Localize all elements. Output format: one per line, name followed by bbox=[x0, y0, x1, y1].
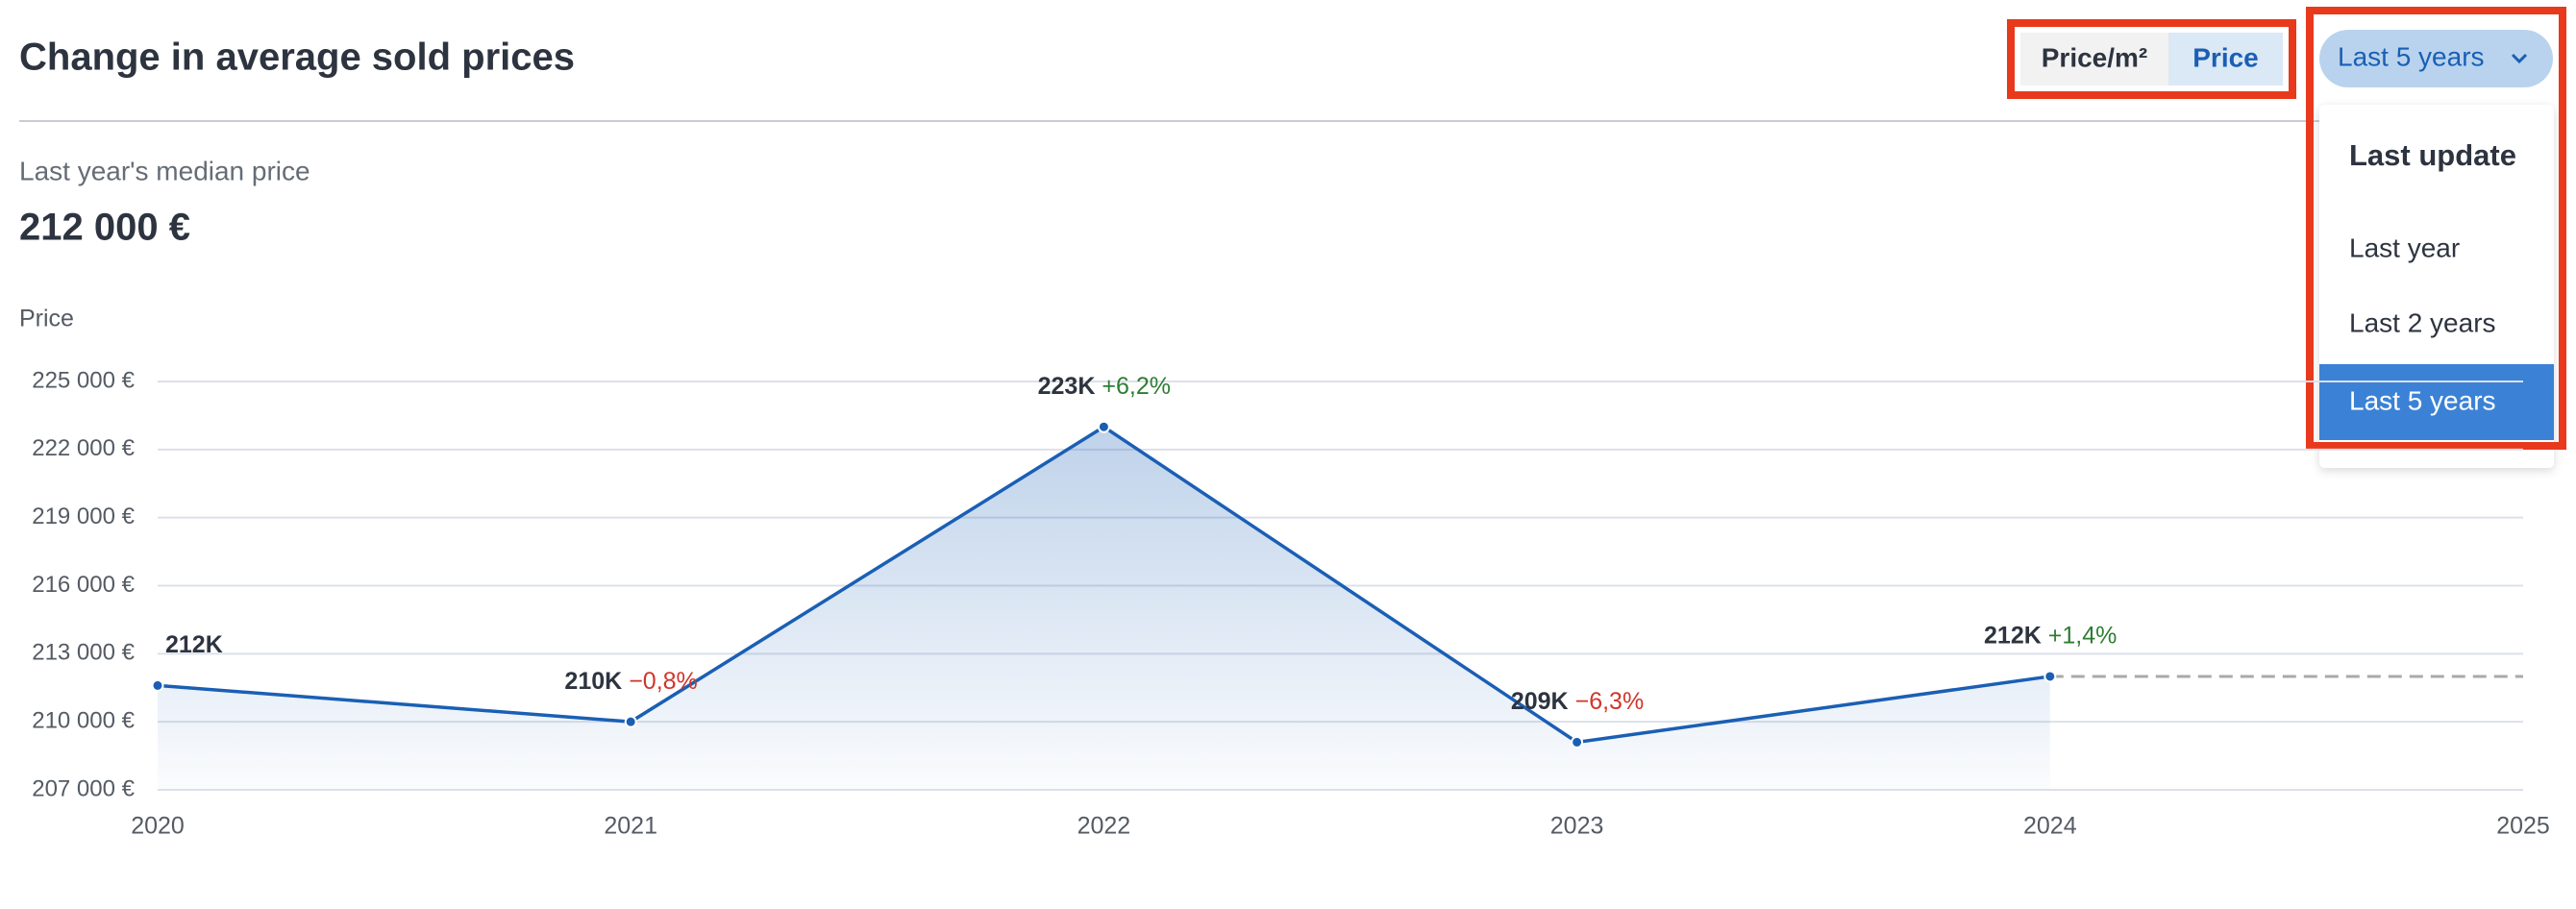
dropdown-label[interactable]: Last 5 years bbox=[2338, 41, 2485, 71]
value-label: 212K bbox=[1984, 623, 2042, 650]
dropdown-button[interactable] bbox=[2319, 30, 2553, 87]
toggle-label[interactable]: Price bbox=[2192, 42, 2259, 72]
toggle-option[interactable] bbox=[2168, 33, 2283, 86]
point bbox=[1097, 420, 1110, 433]
toggle-label[interactable]: Price/m² bbox=[2042, 42, 2148, 72]
menu-heading: Last update bbox=[2349, 138, 2516, 172]
menu-option-selected[interactable] bbox=[2319, 364, 2554, 440]
change-label: +1,4% bbox=[2048, 623, 2118, 650]
highlight-box bbox=[2007, 19, 2296, 99]
point bbox=[624, 715, 637, 728]
chart: 207 000 € 210 000 € 213 000 € 216 000 € 219 … bbox=[32, 367, 2550, 839]
point bbox=[1571, 735, 1584, 749]
highlight-box bbox=[2306, 7, 2566, 450]
y-axis-title: Price bbox=[19, 306, 74, 332]
summary-label: Last year's median price bbox=[19, 156, 310, 185]
change-label: −0,8% bbox=[629, 668, 698, 695]
y-tick-label: 210 000 € bbox=[32, 708, 135, 734]
point bbox=[151, 678, 164, 692]
y-tick-label: 225 000 € bbox=[32, 367, 135, 393]
x-tick-label: 2022 bbox=[1077, 813, 1131, 840]
menu-options: Last year Last 2 years Last 5 years bbox=[2319, 233, 2554, 440]
y-tick-label: 207 000 € bbox=[32, 775, 135, 801]
x-tick-label: 2020 bbox=[131, 813, 185, 840]
menu-option[interactable]: Last 2 years bbox=[2349, 307, 2496, 337]
x-tick-label: 2023 bbox=[1550, 813, 1604, 840]
change-label: +6,2% bbox=[1102, 373, 1171, 400]
menu-option[interactable]: Last year bbox=[2349, 233, 2460, 262]
page-title: Change in average sold prices bbox=[19, 37, 575, 79]
summary-value: 212 000 € bbox=[19, 207, 190, 249]
x-tick-label: 2021 bbox=[604, 813, 657, 840]
y-tick-label: 219 000 € bbox=[32, 504, 135, 529]
value-label: 212K bbox=[165, 631, 223, 658]
point bbox=[2043, 670, 2057, 683]
toggle-option[interactable] bbox=[2020, 33, 2168, 86]
x-tick-label: 2025 bbox=[2496, 813, 2550, 840]
toggle: Price/m² Price bbox=[2020, 33, 2283, 86]
chevron-icon bbox=[2511, 53, 2528, 64]
y-tick-label: 222 000 € bbox=[32, 435, 135, 461]
change-label: −6,3% bbox=[1575, 688, 1645, 715]
dropdown: Last 5 years Last update Last year Last 2… bbox=[2319, 30, 2554, 468]
y-tick-label: 216 000 € bbox=[32, 572, 135, 598]
y-tick-label: 213 000 € bbox=[32, 640, 135, 666]
value-label: 209K bbox=[1511, 688, 1569, 715]
menu-option[interactable]: Last 5 years bbox=[2349, 385, 2496, 415]
x-tick-label: 2024 bbox=[2023, 813, 2077, 840]
area bbox=[158, 427, 2050, 790]
value-label: 223K bbox=[1038, 373, 1096, 400]
value-label: 210K bbox=[564, 668, 622, 695]
